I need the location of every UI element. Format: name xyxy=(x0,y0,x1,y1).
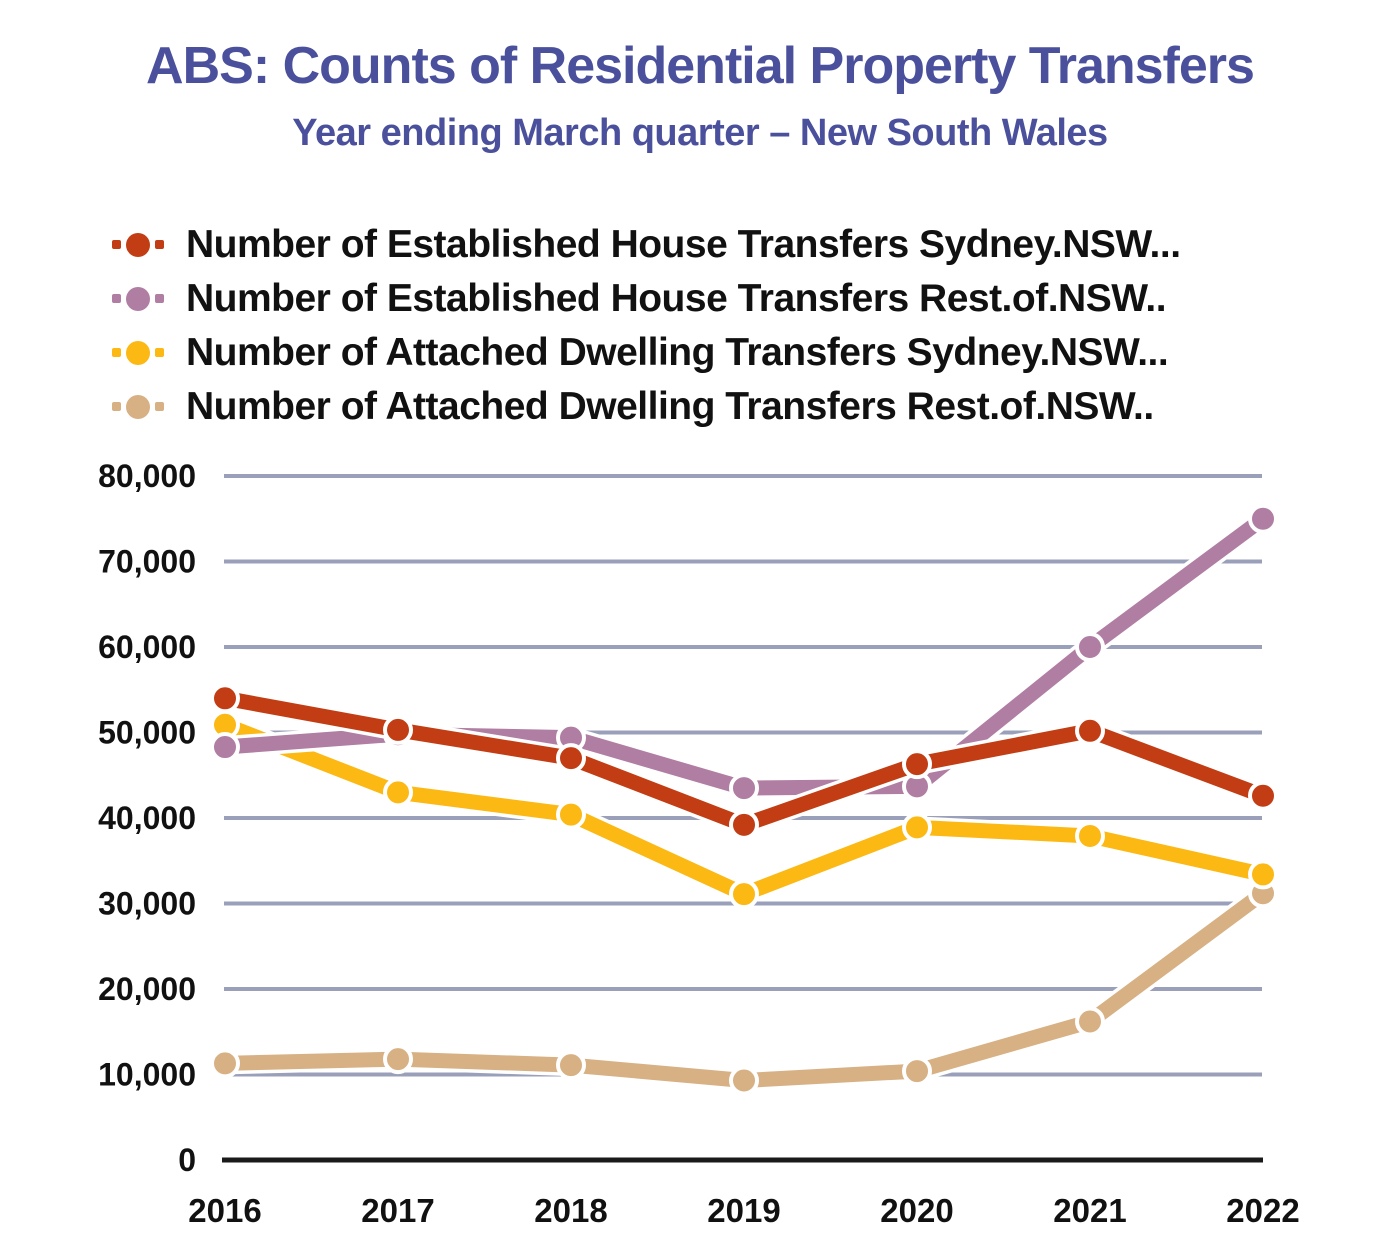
legend-marker-icon xyxy=(112,394,172,419)
data-point-number-of-attached-dwelling-transfers-sydney-nsw xyxy=(902,812,932,843)
data-point-number-of-attached-dwelling-transfers-sydney-nsw xyxy=(1075,820,1105,851)
legend-dash-icon xyxy=(155,402,164,411)
legend-dash-icon xyxy=(112,348,121,357)
data-point-number-of-established-house-transfers-rest-of-nsw xyxy=(1248,503,1278,534)
y-tick-label: 50,000 xyxy=(98,715,196,751)
data-point-number-of-attached-dwelling-transfers-sydney-nsw xyxy=(1248,859,1278,890)
legend-dash-icon xyxy=(155,240,164,249)
legend-dash-icon xyxy=(112,402,121,411)
legend-marker-icon xyxy=(112,340,172,365)
data-point-number-of-established-house-transfers-rest-of-nsw xyxy=(1075,632,1105,662)
legend-item: Number of Attached Dwelling Transfers Re… xyxy=(112,386,1181,427)
legend-dash-icon xyxy=(112,294,121,303)
legend-dash-icon xyxy=(155,294,164,303)
x-tick-label: 2016 xyxy=(188,1192,261,1229)
x-tick-label: 2017 xyxy=(361,1192,434,1229)
legend-dot-icon xyxy=(126,232,150,257)
legend-marker-icon xyxy=(112,232,172,257)
y-tick-label: 10,000 xyxy=(98,1057,196,1093)
data-point-number-of-attached-dwelling-transfers-rest-of-nsw xyxy=(210,1048,240,1079)
y-tick-label: 80,000 xyxy=(98,458,196,494)
series-casing-number-of-established-house-transfers-sydney-nsw xyxy=(214,687,1274,836)
x-tick-label: 2020 xyxy=(880,1192,953,1229)
data-point-number-of-established-house-transfers-rest-of-nsw xyxy=(210,732,240,763)
y-tick-label: 60,000 xyxy=(98,629,196,665)
data-point-number-of-attached-dwelling-transfers-rest-of-nsw xyxy=(556,1050,586,1081)
legend-dot-icon xyxy=(126,340,150,365)
data-point-number-of-attached-dwelling-transfers-sydney-nsw xyxy=(383,777,413,808)
series-line-number-of-attached-dwelling-transfers-rest-of-nsw xyxy=(217,885,1271,1088)
data-point-number-of-established-house-transfers-sydney-nsw xyxy=(1075,715,1105,746)
legend-label: Number of Established House Transfers Sy… xyxy=(186,223,1181,266)
series-casing-number-of-attached-dwelling-transfers-sydney-nsw xyxy=(214,713,1274,906)
data-point-number-of-attached-dwelling-transfers-rest-of-nsw xyxy=(383,1044,413,1075)
y-tick-label: 20,000 xyxy=(98,971,196,1007)
data-point-number-of-attached-dwelling-transfers-sydney-nsw xyxy=(556,799,586,830)
y-tick-label: 40,000 xyxy=(98,800,196,836)
legend-item: Number of Attached Dwelling Transfers Sy… xyxy=(112,332,1181,373)
legend-dot-icon xyxy=(126,394,150,419)
data-point-number-of-attached-dwelling-transfers-rest-of-nsw xyxy=(729,1065,759,1096)
series-line-number-of-attached-dwelling-transfers-sydney-nsw xyxy=(217,717,1271,902)
legend-marker-icon xyxy=(112,286,172,311)
chart-legend: Number of Established House Transfers Sy… xyxy=(112,224,1181,427)
x-tick-label: 2021 xyxy=(1053,1192,1126,1229)
legend-dot-icon xyxy=(126,286,150,311)
y-tick-label: 70,000 xyxy=(98,544,196,580)
legend-dash-icon xyxy=(155,348,164,357)
x-tick-label: 2018 xyxy=(534,1192,607,1229)
data-point-number-of-established-house-transfers-sydney-nsw xyxy=(902,749,932,780)
data-point-number-of-attached-dwelling-transfers-rest-of-nsw xyxy=(902,1056,932,1087)
data-point-number-of-established-house-transfers-sydney-nsw xyxy=(729,809,759,840)
y-tick-label: 30,000 xyxy=(98,886,196,922)
data-point-number-of-established-house-transfers-sydney-nsw xyxy=(1248,780,1278,811)
x-tick-label: 2022 xyxy=(1226,1192,1299,1229)
legend-label: Number of Attached Dwelling Transfers Re… xyxy=(186,385,1154,428)
legend-item: Number of Established House Transfers Re… xyxy=(112,278,1181,319)
chart-subtitle: Year ending March quarter – New South Wa… xyxy=(292,112,1108,154)
data-point-number-of-established-house-transfers-sydney-nsw xyxy=(556,743,586,774)
y-tick-label: 0 xyxy=(178,1142,196,1178)
data-point-number-of-attached-dwelling-transfers-sydney-nsw xyxy=(729,879,759,910)
data-point-number-of-established-house-transfers-rest-of-nsw xyxy=(729,773,759,804)
x-tick-label: 2019 xyxy=(707,1192,780,1229)
legend-label: Number of Established House Transfers Re… xyxy=(186,277,1167,320)
legend-item: Number of Established House Transfers Sy… xyxy=(112,224,1181,265)
chart-title: ABS: Counts of Residential Property Tran… xyxy=(146,37,1255,95)
data-point-number-of-attached-dwelling-transfers-rest-of-nsw xyxy=(1075,1006,1105,1037)
legend-label: Number of Attached Dwelling Transfers Sy… xyxy=(186,331,1169,374)
legend-dash-icon xyxy=(112,240,121,249)
data-point-number-of-established-house-transfers-sydney-nsw xyxy=(383,714,413,745)
data-point-number-of-established-house-transfers-sydney-nsw xyxy=(210,683,240,714)
